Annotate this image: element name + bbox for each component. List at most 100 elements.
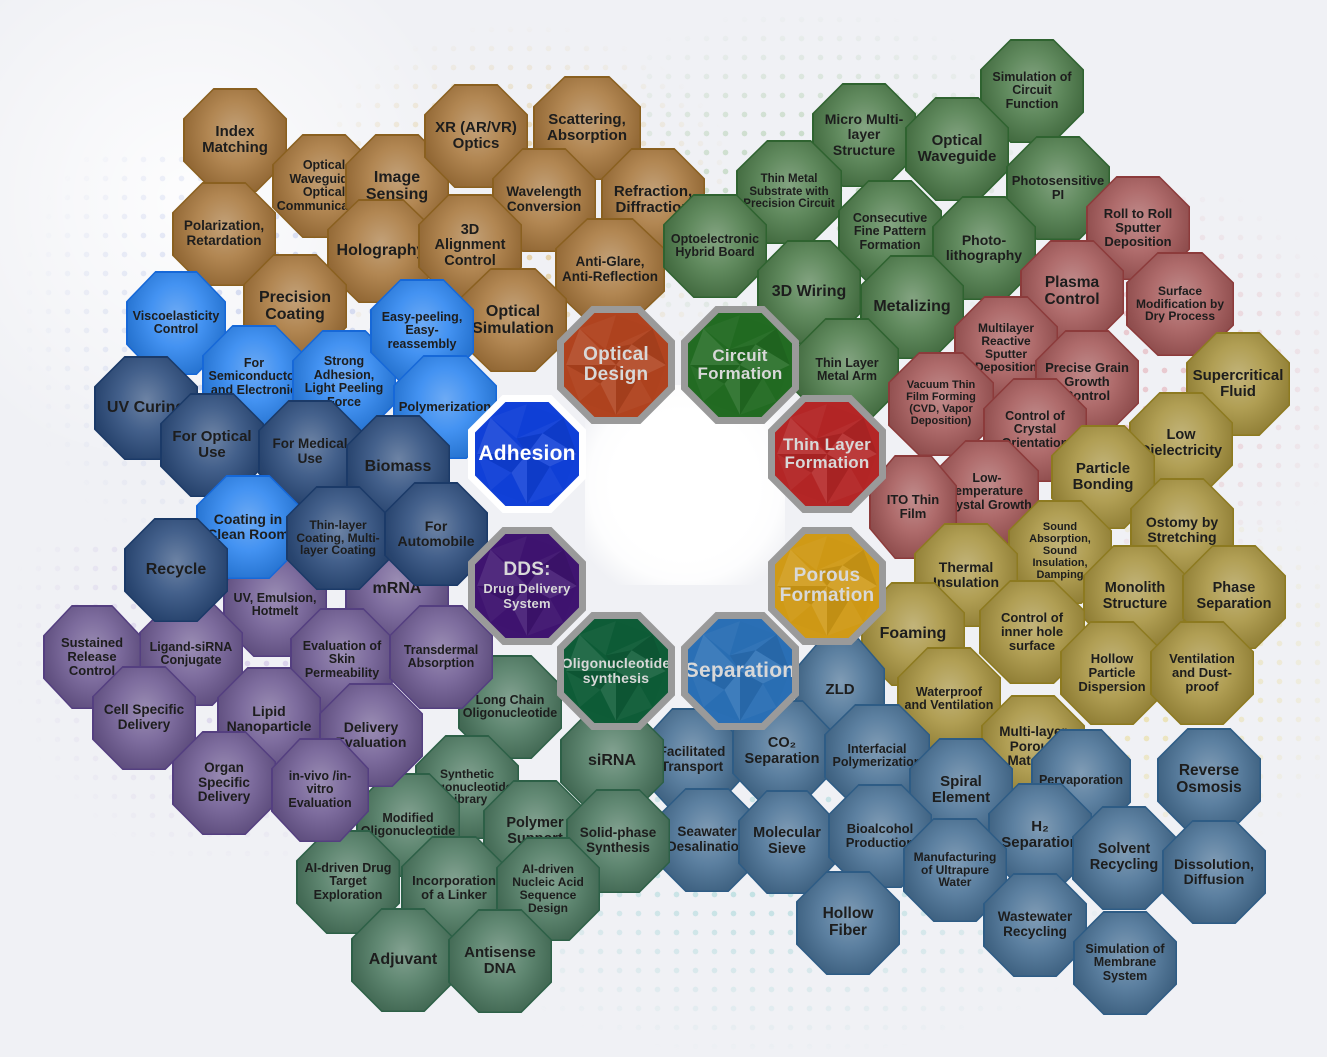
cell-label: Image Sensing (365, 168, 429, 203)
cell-face: Solid-phase Synthesis (567, 790, 669, 892)
cell-label: Surface Modification by Dry Process (1136, 283, 1224, 324)
hub-optical-design[interactable]: Optical Design (557, 306, 675, 424)
cell-reverse-osmosis[interactable]: Reverse Osmosis (1157, 728, 1261, 832)
cell-face: Optoelectronic Hybrid Board (664, 195, 766, 297)
hub-face: Oligonucleotide synthesis (564, 619, 668, 723)
cell-label: Precise Grain Growth Control (1045, 359, 1129, 404)
cell-label: Viscoelasticity Control (132, 308, 220, 336)
cell-index-matching[interactable]: Index Matching (183, 88, 287, 192)
cell-label: Hollow Particle Dispersion (1078, 650, 1146, 695)
cell-face: Molecular Sieve (739, 791, 835, 893)
cell-face: Ventilation and Dust-proof (1151, 622, 1253, 724)
cell-adjuvant[interactable]: Adjuvant (351, 908, 455, 1012)
cell-label: CO₂ Separation (744, 735, 820, 767)
cell-cell-specific-delivery[interactable]: Cell Specific Delivery (92, 666, 196, 770)
cell-label: Monolith Structure (1102, 580, 1168, 612)
cell-label: Interfacial Polymerization (832, 741, 922, 769)
cell-label: Particle Bonding (1072, 459, 1134, 493)
cell-label: Lipid Nanoparticle (226, 702, 312, 734)
cell-polarization-retardation[interactable]: Polarization, Retardation (172, 182, 276, 286)
cell-label: Facilitated Transport (658, 744, 726, 774)
cell-antisense-dna[interactable]: Antisense DNA (448, 909, 552, 1013)
cell-label: Seawater Desalination (666, 824, 748, 854)
cell-label: Control of Crystal Orientation (1001, 408, 1069, 450)
cell-transdermal-absorption[interactable]: Transdermal Absorption (389, 605, 493, 709)
cell-plasma-control[interactable]: Plasma Control (1020, 240, 1124, 344)
cell-hollow-fiber[interactable]: Hollow Fiber (796, 871, 900, 975)
cell-label: Control of inner hole surface (1000, 609, 1064, 654)
cell-organ-specific-delivery[interactable]: Organ Specific Delivery (172, 731, 276, 835)
cell-optical-simulation[interactable]: Optical Simulation (459, 268, 567, 372)
cell-label: Antisense DNA (464, 943, 536, 977)
hub-face: DDS: Drug Delivery System (475, 534, 579, 638)
cell-vacuum-thin-film-forming-cvd-vapor-deposition[interactable]: Vacuum Thin Film Forming (CVD, Vapor Dep… (888, 352, 994, 456)
cell-thin-metal-substrate-with-precision-circuit[interactable]: Thin Metal Substrate with Precision Circ… (736, 140, 842, 244)
cell-dissolution-diffusion[interactable]: Dissolution, Diffusion (1162, 820, 1266, 924)
cell-face: Antisense DNA (449, 910, 551, 1012)
cell-label: Bioalcohol Production (845, 820, 915, 850)
cell-control-of-inner-hole-surface[interactable]: Control of inner hole surface (979, 580, 1085, 684)
cell-label: Evaluation of Skin Permeability (302, 638, 382, 680)
hub-label: Adhesion (478, 442, 576, 466)
cell-face: Hollow Fiber (797, 872, 899, 974)
hub-label: Circuit Formation (697, 346, 783, 383)
cell-label: Precision Coating (258, 288, 332, 323)
cell-face: Optical Simulation (460, 269, 566, 371)
cell-optoelectronic-hybrid-board[interactable]: Optoelectronic Hybrid Board (663, 194, 767, 298)
cell-label: Refraction, Diffraction (613, 182, 693, 216)
cell-label: Ventilation and Dust-proof (1169, 650, 1235, 695)
cell-supercritical-fluid[interactable]: Supercritical Fluid (1186, 332, 1290, 436)
hub-oligonucleotide[interactable]: Oligonucleotide synthesis (557, 612, 675, 730)
cell-label: Phase Separation (1196, 580, 1272, 612)
cell-wastewater-recycling[interactable]: Wastewater Recycling (983, 873, 1087, 977)
cell-label: Thin-layer Coating, Multi-layer Coating (296, 517, 380, 558)
cell-label: siRNA (587, 752, 636, 770)
cell-anti-glare-anti-reflection[interactable]: Anti-Glare, Anti-Reflection (555, 218, 665, 322)
hub-porous-formation[interactable]: Porous Formation (768, 527, 886, 645)
cell-coating-in-clean-room[interactable]: Coating in Clean Room (196, 475, 300, 579)
cell-label: Spiral Element (931, 772, 991, 806)
cell-in-vivo-in-vitro-evaluation[interactable]: in-vivo /in-vitro Evaluation (271, 738, 369, 842)
cell-face: Dissolution, Diffusion (1163, 821, 1265, 923)
hub-adhesion[interactable]: Adhesion (468, 395, 586, 513)
cell-solvent-recycling[interactable]: Solvent Recycling (1072, 806, 1176, 910)
cell-label: Optical Simulation (472, 302, 554, 337)
cell-label: Optoelectronic Hybrid Board (670, 231, 760, 259)
hub-thin-layer[interactable]: Thin Layer Formation (768, 395, 886, 513)
cell-face: Wastewater Recycling (984, 874, 1086, 976)
cell-manufacturing-of-ultrapure-water[interactable]: Manufacturing of Ultrapure Water (903, 818, 1007, 922)
cell-thin-layer-coating-multi-layer-coating[interactable]: Thin-layer Coating, Multi-layer Coating (286, 486, 390, 590)
cell-seawater-desalination[interactable]: Seawater Desalination (655, 788, 759, 892)
hub-separation[interactable]: Separation (681, 612, 799, 730)
cell-bioalcohol-production[interactable]: Bioalcohol Production (828, 784, 932, 888)
cell-face: Reverse Osmosis (1158, 729, 1260, 831)
cell-sustained-release-control[interactable]: Sustained Release Control (43, 605, 141, 709)
cell-label: Easy-peeling, Easy-reassembly (381, 309, 463, 351)
cell-label: Biomass (364, 458, 432, 476)
hub-label: Porous Formation (779, 565, 875, 606)
cell-label: Thin Metal Substrate with Precision Circ… (743, 173, 835, 211)
hub-label-sub: Drug Delivery System (483, 581, 571, 612)
cell-label: For Semiconductor and Electronic (208, 355, 300, 397)
hub-circuit-formation[interactable]: Circuit Formation (681, 306, 799, 424)
cell-face: Anti-Glare, Anti-Reflection (556, 219, 664, 321)
cell-face: Bioalcohol Production (829, 785, 931, 887)
cell-label: Transdermal Absorption (403, 642, 479, 670)
cell-face: Manufacturing of Ultrapure Water (904, 819, 1006, 921)
cell-label: AI-driven Drug Target Exploration (304, 860, 392, 902)
cell-label: Polymerization (398, 398, 492, 414)
cell-label: UV, Emulsion, Hotmelt (233, 590, 317, 618)
cell-ventilation-and-dust-proof[interactable]: Ventilation and Dust-proof (1150, 621, 1254, 725)
cell-label: Photo-lithography (945, 231, 1023, 263)
cell-simulation-of-membrane-system[interactable]: Simulation of Membrane System (1073, 911, 1177, 1015)
cell-label: Wavelength Conversion (506, 184, 582, 214)
cell-face: Cell Specific Delivery (93, 667, 195, 769)
hub-label: Separation (684, 659, 796, 683)
cell-hollow-particle-dispersion[interactable]: Hollow Particle Dispersion (1060, 621, 1164, 725)
cell-face: Coating in Clean Room (197, 476, 299, 578)
hub-dds[interactable]: DDS: Drug Delivery System (468, 527, 586, 645)
cell-recycle[interactable]: Recycle (124, 518, 228, 622)
hub-label-main: DDS: (503, 558, 551, 580)
cell-molecular-sieve[interactable]: Molecular Sieve (738, 790, 836, 894)
cell-optical-waveguide[interactable]: Optical Waveguide (905, 97, 1009, 201)
